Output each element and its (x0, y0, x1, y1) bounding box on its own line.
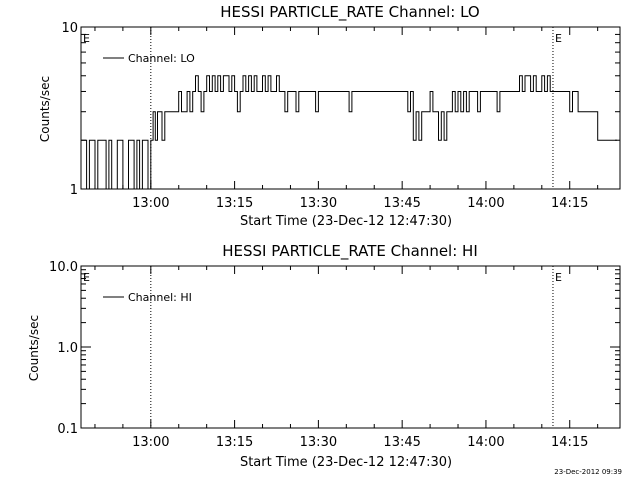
chart-panel-lo: HESSI PARTICLE_RATE Channel: LO Start Ti… (38, 3, 621, 229)
x-tick-label: 13:15 (216, 196, 253, 211)
event-marker-label: E (83, 32, 90, 45)
y-tick-label: 1 (70, 183, 78, 198)
y-tick-label: 0.1 (57, 422, 78, 437)
legend-label: Channel: LO (128, 52, 195, 65)
x-tick-label: 14:15 (551, 196, 588, 211)
footer-timestamp: 23-Dec-2012 09:39 (554, 468, 622, 476)
y-axis-label: Counts/sec (27, 315, 41, 381)
x-tick-label: 13:00 (132, 435, 169, 450)
x-axis-label: Start Time (23-Dec-12 12:47:30) (240, 214, 452, 229)
x-tick-label: 14:00 (467, 196, 504, 211)
event-marker-label: E (555, 271, 562, 284)
chart-panel-hi: HESSI PARTICLE_RATE Channel: HI Start Ti… (27, 242, 621, 470)
x-tick-label: 14:15 (551, 435, 588, 450)
x-tick-label: 13:30 (300, 435, 337, 450)
y-axis-label: Counts/sec (38, 76, 52, 142)
series-line (81, 75, 618, 190)
x-tick-label: 14:00 (467, 435, 504, 450)
x-tick-label: 13:45 (383, 196, 420, 211)
x-tick-label: 13:30 (300, 196, 337, 211)
x-axis-label: Start Time (23-Dec-12 12:47:30) (240, 455, 452, 470)
event-marker-label: E (83, 271, 90, 284)
legend-label: Channel: HI (128, 291, 192, 304)
x-tick-label: 13:00 (132, 196, 169, 211)
y-tick-label: 10.0 (49, 260, 78, 275)
y-tick-label: 1.0 (57, 341, 78, 356)
event-marker-label: E (555, 32, 562, 45)
x-tick-label: 13:45 (383, 435, 420, 450)
x-tick-label: 13:15 (216, 435, 253, 450)
y-tick-label: 10 (61, 21, 78, 36)
chart-title: HESSI PARTICLE_RATE Channel: LO (220, 3, 479, 22)
chart-title: HESSI PARTICLE_RATE Channel: HI (222, 242, 478, 261)
